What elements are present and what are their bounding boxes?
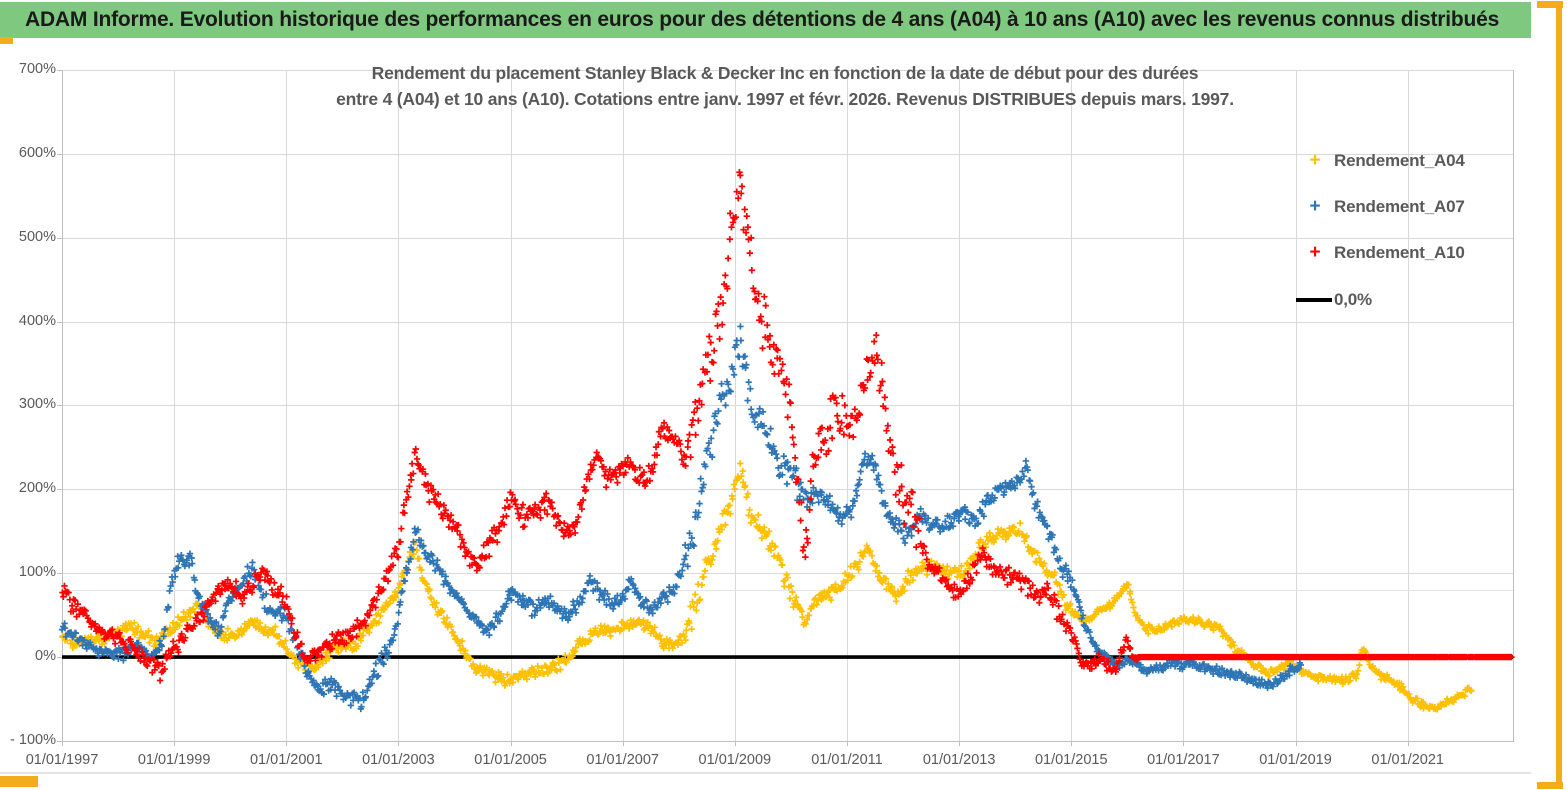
x-tick-label: 01/01/2001 <box>249 752 323 768</box>
legend-item-rendement-a07[interactable]: + Rendement_A07 <box>1296 194 1465 220</box>
x-tick-label: 01/01/2011 <box>811 752 883 768</box>
legend-label: Rendement_A04 <box>1334 151 1465 170</box>
x-tick-label: 01/01/2005 <box>474 752 547 768</box>
y-tick-label: 300% <box>18 396 56 413</box>
y-tick-label: 700% <box>18 60 56 77</box>
y-tick-label: 200% <box>18 480 56 497</box>
x-tick-label: 01/01/2007 <box>586 752 659 768</box>
x-tick-label: 01/01/2009 <box>698 752 772 768</box>
gold-border-stub-top-left <box>0 37 13 44</box>
plus-marker-icon: + <box>1309 196 1321 217</box>
gold-border-right <box>1556 3 1562 787</box>
x-tick-label: 01/01/2003 <box>362 752 435 768</box>
y-tick-label: 500% <box>18 228 56 245</box>
x-tick-label: 01/01/2021 <box>1371 752 1444 768</box>
legend-label: 0,0% <box>1334 290 1372 309</box>
y-tick-label: 0% <box>35 648 56 665</box>
x-tick-label: 01/01/2013 <box>922 752 996 768</box>
x-tick-label: 01/01/2017 <box>1147 752 1220 768</box>
x-tick-label: 01/01/2019 <box>1259 752 1332 768</box>
y-tick-label: 100% <box>18 564 56 581</box>
page-title: ADAM Informe. Evolution historique des p… <box>25 8 1500 31</box>
y-tick-label: 400% <box>18 312 56 329</box>
legend-label: Rendement_A07 <box>1334 197 1465 216</box>
legend-item-rendement-a04[interactable]: + Rendement_A04 <box>1296 148 1465 174</box>
bottom-divider-line <box>0 772 1531 774</box>
chart-title: Rendement du placement Stanley Black & D… <box>100 60 1470 112</box>
chart-title-line2: entre 4 (A04) et 10 ans (A10). Cotations… <box>336 89 1234 109</box>
x-tick-label: 01/01/1997 <box>25 752 99 768</box>
gold-border-stub-bottom-left <box>0 776 38 787</box>
legend-label: Rendement_A10 <box>1334 243 1465 262</box>
y-tick-label: 600% <box>18 144 56 161</box>
y-tick-label: - 100% <box>10 731 56 748</box>
gold-border-corner-top-right <box>1537 1 1563 8</box>
gold-border-corner-bottom-right <box>1537 782 1563 789</box>
header-banner: ADAM Informe. Evolution historique des p… <box>0 2 1531 38</box>
x-tick-label: 01/01/2015 <box>1034 752 1108 768</box>
plus-marker-icon: + <box>1309 242 1321 263</box>
zero-line-swatch-icon <box>1296 298 1332 302</box>
legend-item-rendement-a10[interactable]: + Rendement_A10 <box>1296 240 1465 266</box>
x-tick-label: 01/01/1999 <box>137 752 211 768</box>
plus-marker-icon: + <box>1309 150 1321 171</box>
chart-title-line1: Rendement du placement Stanley Black & D… <box>371 63 1199 83</box>
legend-item-zero-line[interactable]: 0,0% <box>1296 287 1372 313</box>
